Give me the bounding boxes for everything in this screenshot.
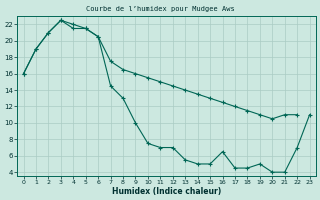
X-axis label: Humidex (Indice chaleur): Humidex (Indice chaleur) bbox=[112, 187, 221, 196]
Text: Courbe de l’humidex pour Mudgee Aws: Courbe de l’humidex pour Mudgee Aws bbox=[86, 6, 234, 12]
